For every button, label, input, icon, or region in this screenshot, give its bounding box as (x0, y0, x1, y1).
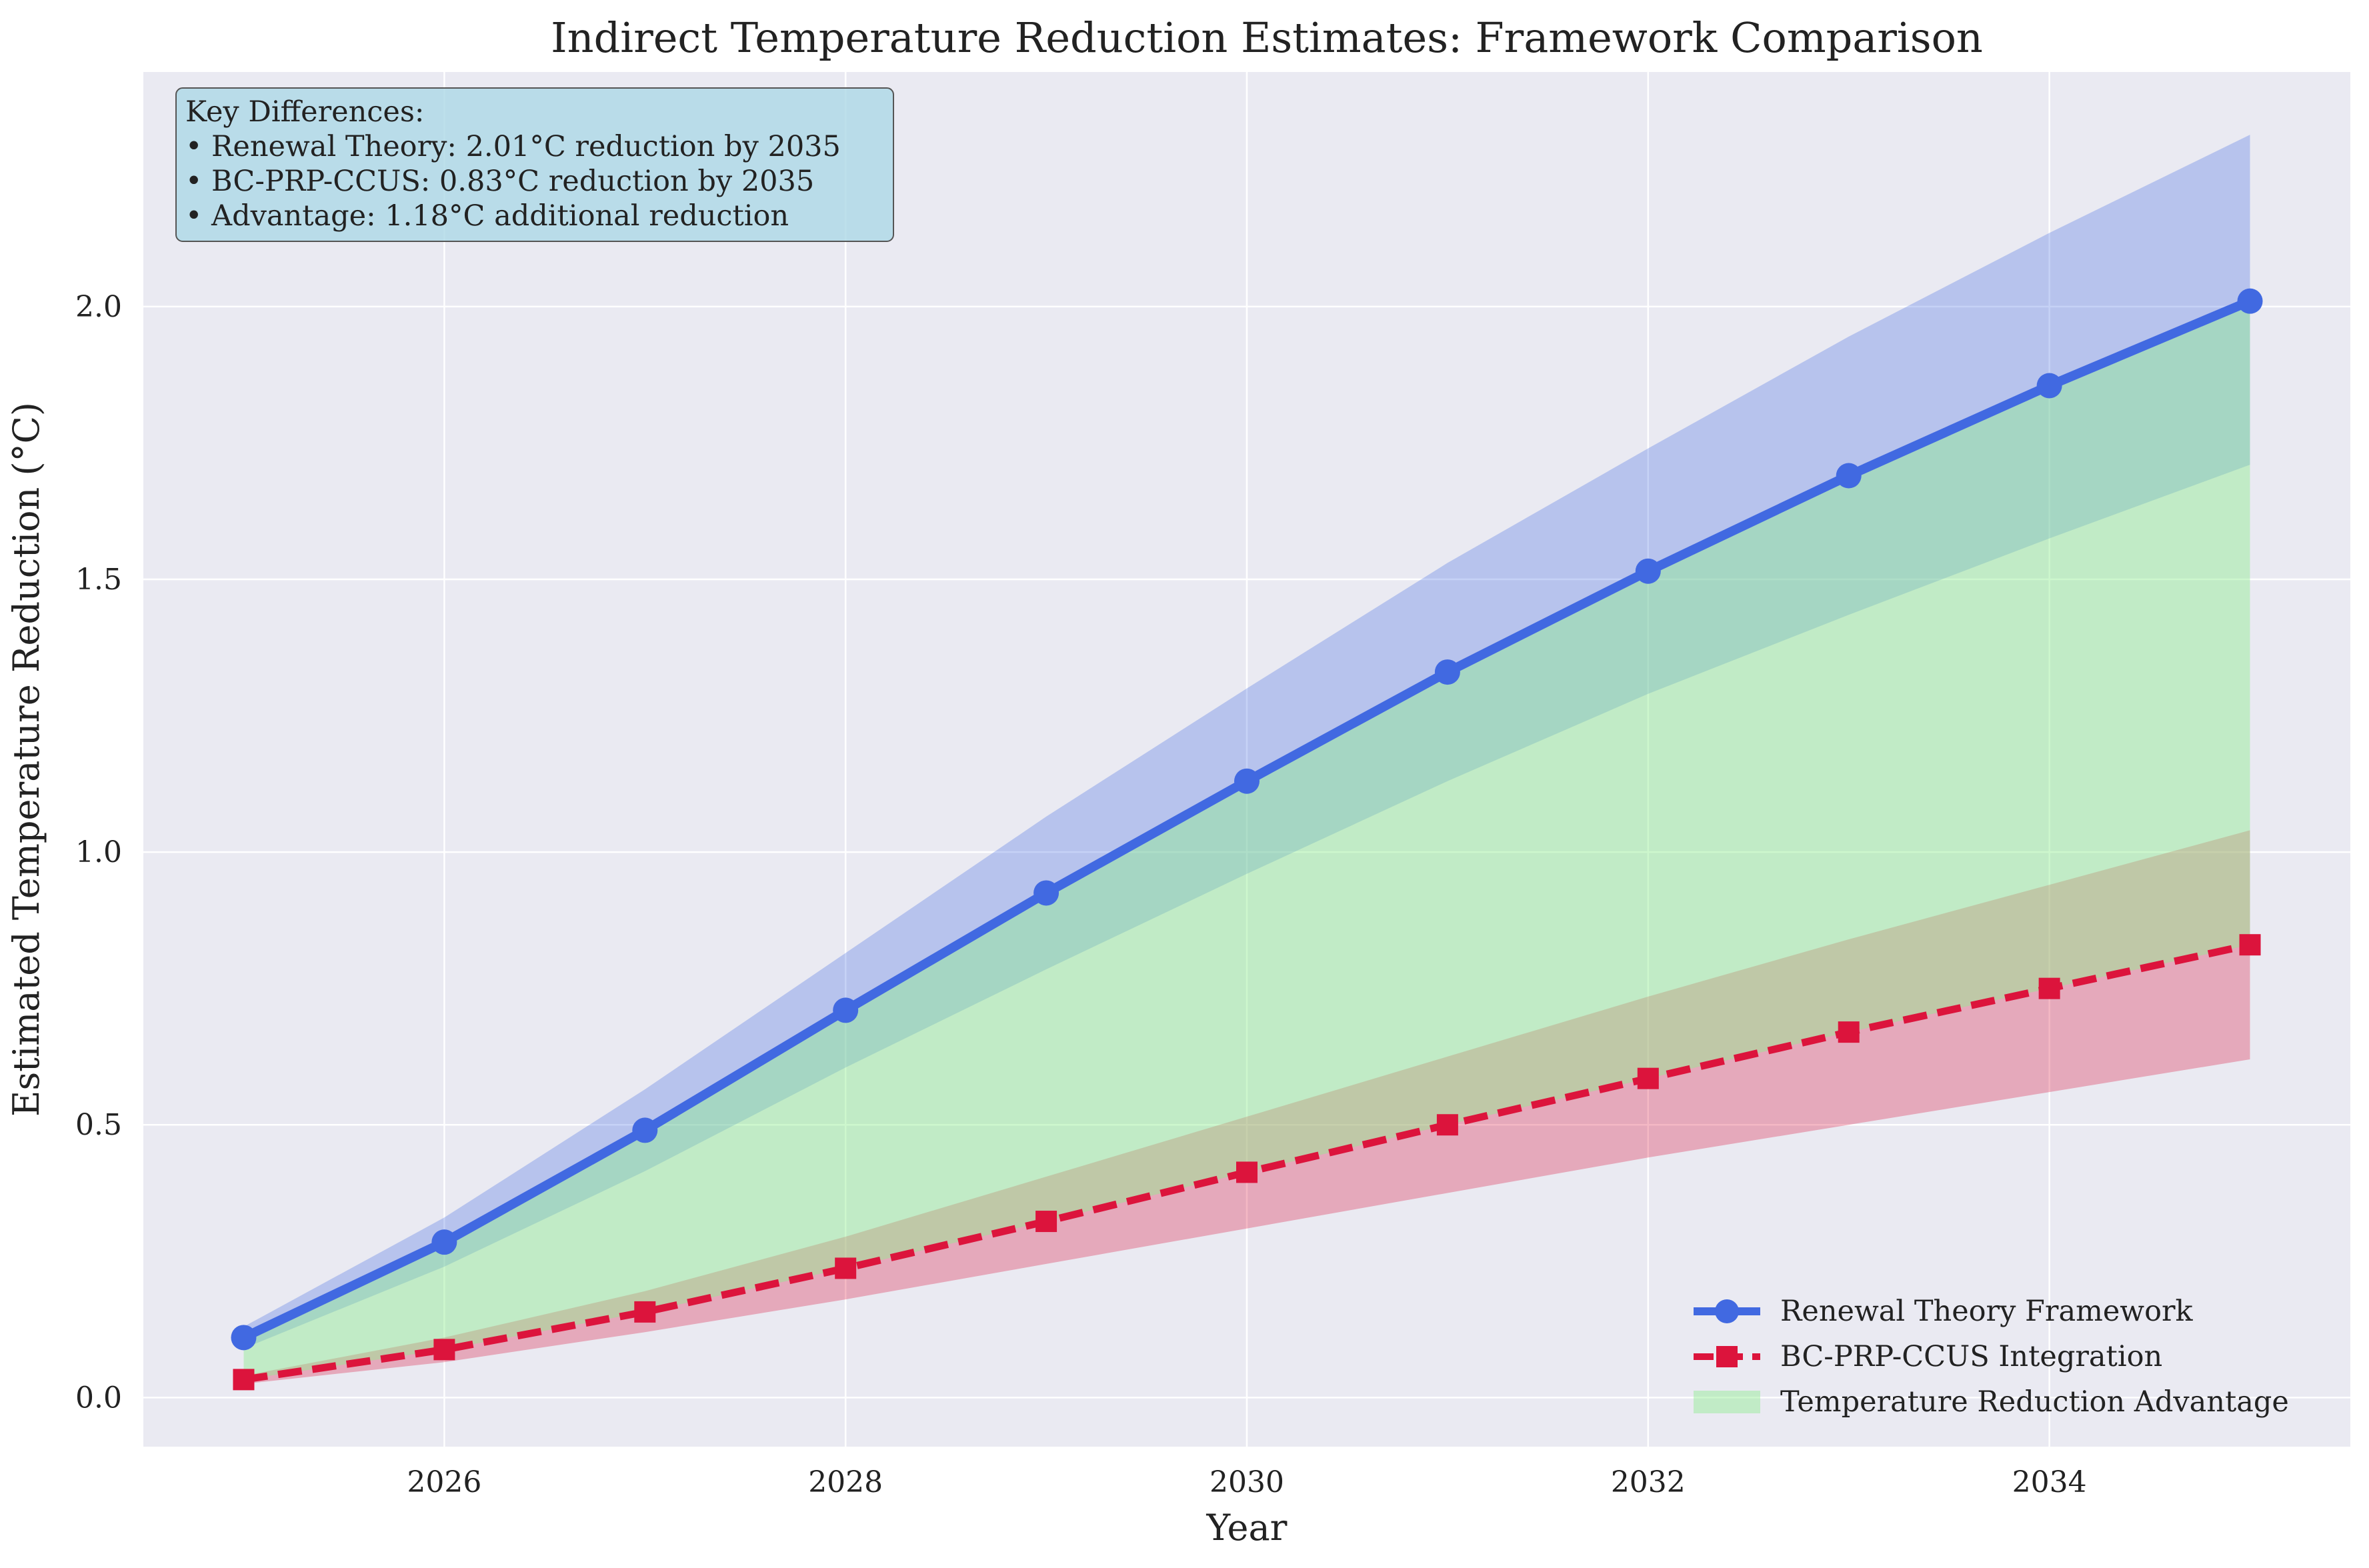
bc-prp-ccus-data-point (835, 1257, 857, 1279)
renewal-data-point (632, 1117, 658, 1143)
advantage-fill (243, 301, 2250, 1380)
legend-marker-renewal (1715, 1299, 1739, 1323)
bc-prp-ccus-data-point (1436, 1114, 1458, 1136)
renewal-data-point (1033, 880, 1059, 906)
x-tick-label: 2030 (1210, 1465, 1284, 1499)
bc-prp-ccus-uncertainty-band (243, 830, 2250, 1384)
bc-prp-ccus-data-point (2239, 934, 2261, 956)
annotation-line: • Renewal Theory: 2.01°C reduction by 20… (185, 130, 841, 163)
legend-swatch-advantage (1694, 1391, 1760, 1413)
annotation-line: • BC-PRP-CCUS: 0.83°C reduction by 2035 (185, 165, 814, 198)
tick-labels: 2026 2028 2030 2032 2034 0.0 0.5 1.0 1.5 2.0 (75, 290, 2087, 1499)
annotation-box: Key Differences: • Renewal Theory: 2.01°… (175, 87, 894, 242)
x-tick-label: 2032 (1611, 1465, 1686, 1499)
y-tick-label: 2.0 (75, 290, 122, 324)
renewal-data-point (1836, 463, 1862, 489)
renewal-data-point (2237, 288, 2263, 314)
y-tick-label: 1.0 (75, 835, 122, 869)
renewal-data-point (2036, 373, 2062, 399)
bc-prp-ccus-data-point (233, 1369, 255, 1391)
bc-prp-ccus-data-point (1035, 1211, 1057, 1233)
bc-prp-ccus-data-point (634, 1301, 656, 1323)
y-tick-label: 1.5 (75, 563, 122, 597)
bc-prp-ccus-data-point (2038, 977, 2060, 999)
annotation-background (175, 87, 894, 242)
y-axis-label: Estimated Temperature Reduction (°C) (5, 402, 47, 1117)
x-axis-label: Year (1206, 1507, 1288, 1549)
renewal-data-point (1434, 659, 1460, 685)
x-tick-label: 2034 (2012, 1465, 2087, 1499)
series-markers (231, 288, 2263, 1391)
renewal-data-point (431, 1229, 457, 1255)
renewal-data-point (231, 1325, 257, 1351)
legend-label-bc: BC-PRP-CCUS Integration (1780, 1340, 2162, 1373)
x-tick-label: 2028 (808, 1465, 883, 1499)
renewal-data-point (1635, 558, 1661, 584)
legend-label-advantage: Temperature Reduction Advantage (1780, 1385, 2289, 1419)
chart-title: Indirect Temperature Reduction Estimates… (551, 13, 1983, 62)
renewal-uncertainty-band (243, 135, 2250, 1349)
y-tick-label: 0.5 (75, 1108, 122, 1142)
bc-prp-ccus-data-point (1637, 1067, 1659, 1089)
bc-prp-ccus-data-point (1838, 1021, 1860, 1043)
bc-prp-ccus-data-point (1236, 1161, 1258, 1183)
annotation-line: • Advantage: 1.18°C additional reduction (185, 199, 789, 233)
grid (143, 72, 2350, 1447)
renewal-data-point (833, 997, 859, 1023)
legend: Renewal Theory Framework BC-PRP-CCUS Int… (1694, 1295, 2289, 1419)
renewal-data-point (1234, 768, 1260, 794)
uncertainty-bands (243, 135, 2250, 1384)
bc-prp-ccus-data-point (433, 1339, 455, 1361)
legend-label-renewal: Renewal Theory Framework (1780, 1295, 2194, 1328)
y-tick-label: 0.0 (75, 1381, 122, 1415)
legend-marker-bc (1716, 1346, 1738, 1367)
annotation-line: Key Differences: (185, 95, 424, 129)
x-tick-label: 2026 (407, 1465, 481, 1499)
